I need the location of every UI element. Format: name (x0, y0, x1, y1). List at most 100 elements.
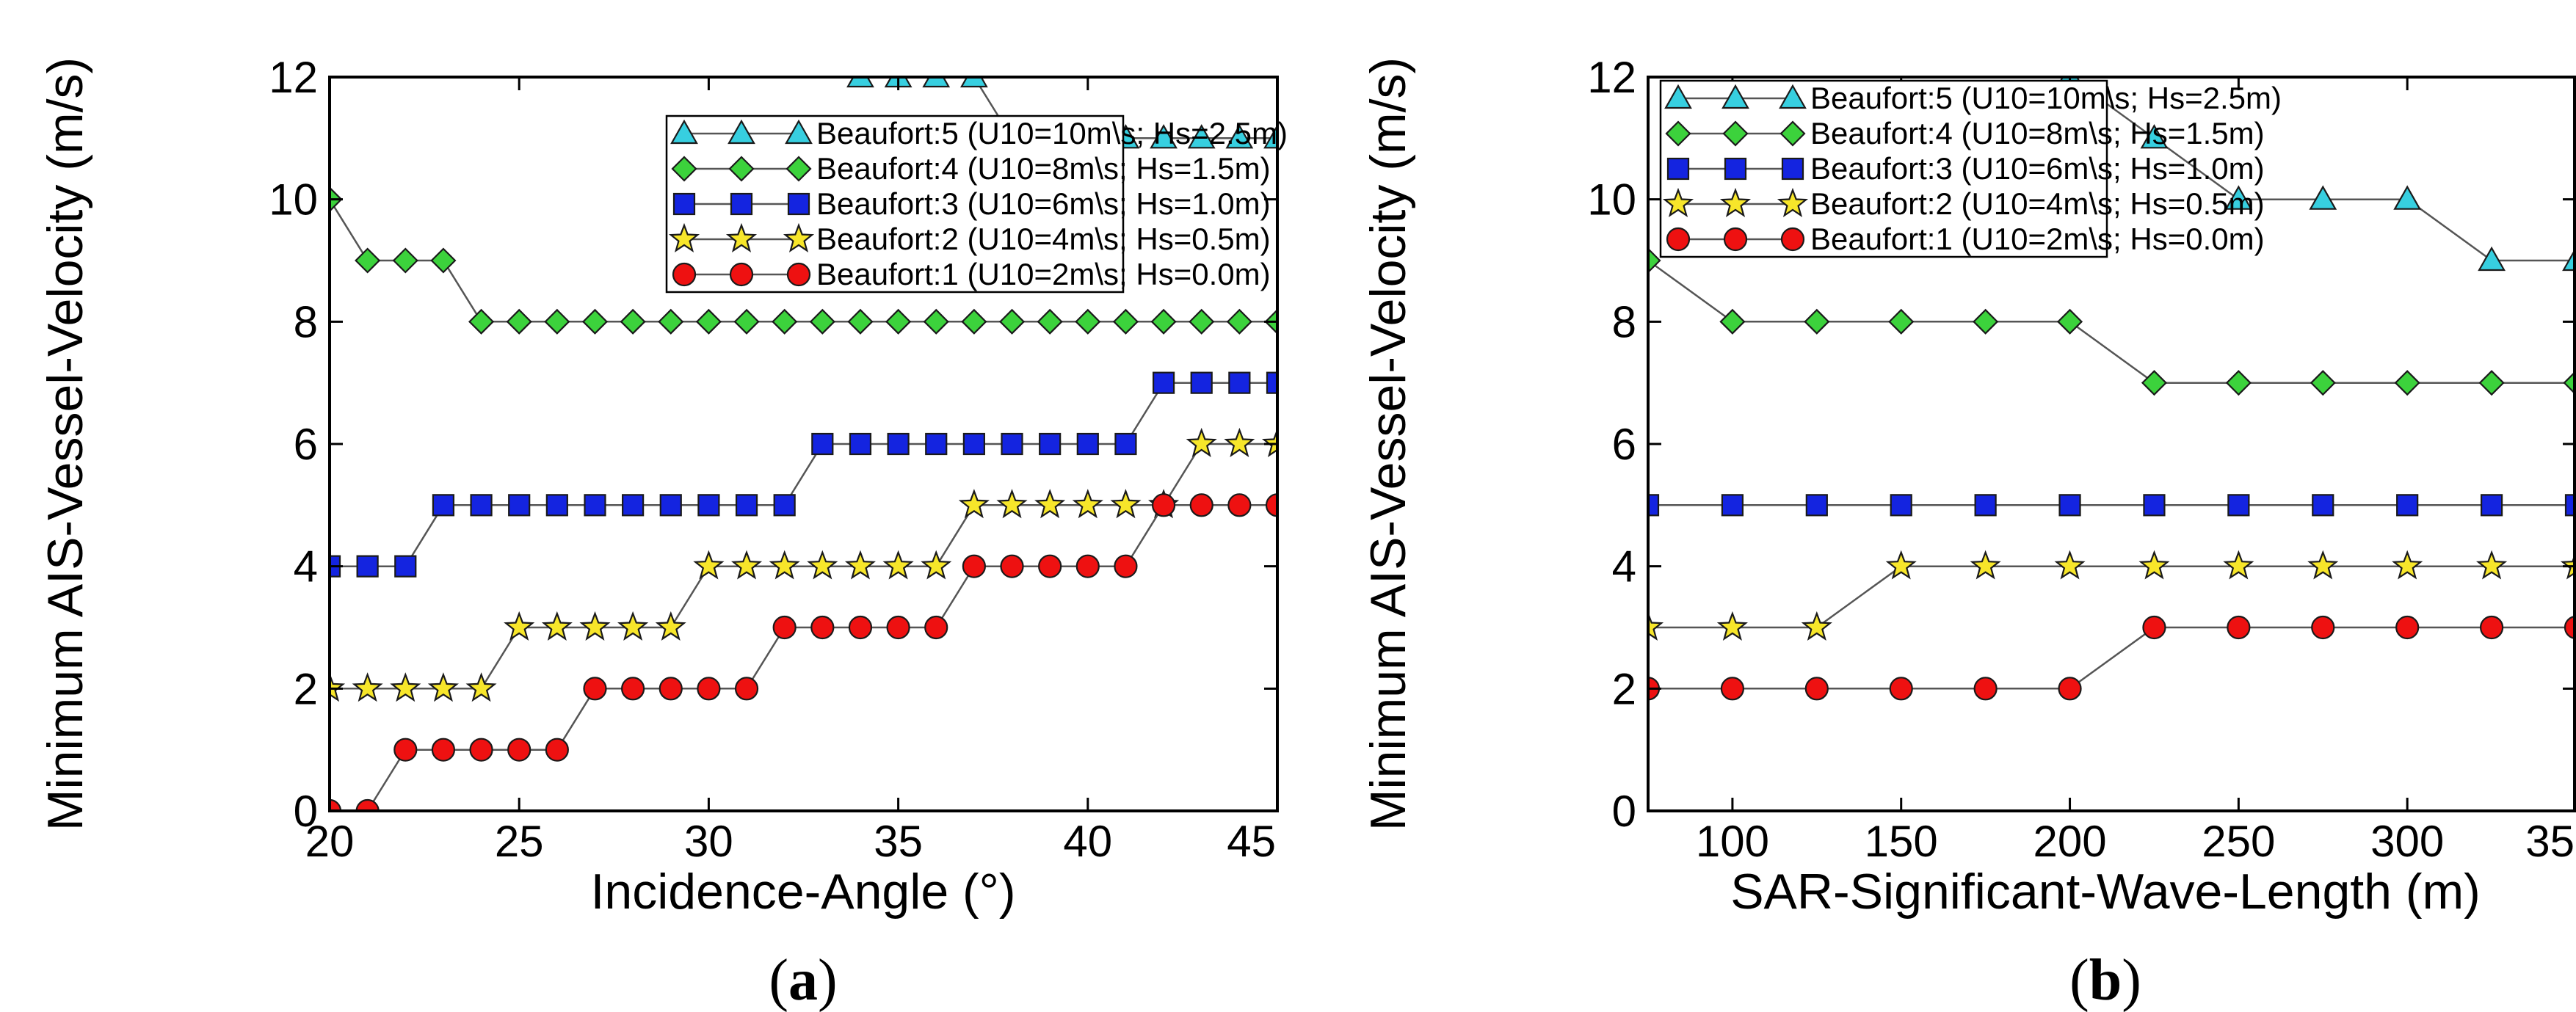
data-point-star-4 (769, 550, 800, 580)
data-point-star-4 (330, 672, 346, 702)
data-point-star-4 (844, 550, 876, 580)
legend-marker-star (1777, 187, 1809, 217)
data-point-star-4 (352, 672, 383, 702)
data-point-diamond-2 (809, 308, 835, 335)
data-point-circle-5 (1000, 554, 1024, 578)
legend-marker-square (1666, 157, 1690, 181)
data-point-diamond-2 (847, 308, 874, 335)
data-point-star-4 (693, 550, 725, 580)
data-point-square-3 (584, 494, 606, 517)
data-point-circle-5 (355, 798, 380, 811)
data-point-circle-5 (2142, 615, 2166, 640)
data-point-circle-5 (848, 615, 873, 640)
data-point-square-3 (697, 494, 720, 517)
legend-marker-triangle (1779, 84, 1807, 109)
data-point-circle-5 (1189, 493, 1213, 517)
data-point-star-4 (465, 672, 497, 702)
data-point-star-4 (2476, 550, 2508, 580)
data-point-diamond-2 (468, 308, 495, 335)
data-point-diamond-2 (1150, 308, 1177, 335)
legend-marker-diamond (1722, 120, 1749, 147)
y-tick-label: 12 (269, 53, 318, 102)
data-point-diamond-2 (2056, 308, 2083, 335)
legend-marker-star (668, 222, 700, 252)
data-point-circle-5 (2479, 615, 2504, 640)
x-axis-label: Incidence-Angle (°) (590, 864, 1015, 920)
data-point-circle-5 (545, 738, 569, 762)
data-point-circle-5 (621, 677, 645, 701)
y-axis-label: Minimum AIS-Vessel-Velocity (m/s) (37, 57, 93, 831)
x-tick-label: 35 (874, 817, 923, 866)
data-point-circle-5 (1227, 493, 1252, 517)
legend-entry-label: Beaufort:2 (U10=4m\s; Hs=0.5m) (1810, 186, 2265, 221)
legend-marker-square (1724, 157, 1747, 181)
legend-marker-triangle (1664, 84, 1692, 109)
panel-a: 20 25 30 35 40 45 0 2 4 6 8 10 12 Incidence-Angle (°… (37, 53, 1288, 1012)
data-point-square-3 (1228, 371, 1251, 394)
data-point-square-3 (2480, 494, 2503, 517)
data-point-triangle-1 (2393, 185, 2422, 210)
data-point-square-3 (1805, 494, 1828, 517)
data-point-circle-5 (1889, 677, 1913, 701)
data-point-star-4 (617, 611, 649, 641)
x-tick-label: 250 (2202, 817, 2275, 866)
y-tick-label: 2 (1612, 664, 1636, 713)
legend-marker-square (1781, 157, 1804, 181)
data-point-square-3 (1076, 432, 1099, 456)
data-point-square-3 (1114, 432, 1137, 456)
x-tick-label: 200 (2033, 817, 2106, 866)
data-point-diamond-2 (430, 247, 457, 274)
data-point-triangle-1 (2309, 185, 2337, 210)
data-point-circle-5 (962, 554, 986, 578)
x-tick-label: 30 (684, 817, 733, 866)
data-point-star-4 (1801, 611, 1832, 641)
data-point-star-4 (731, 550, 763, 580)
data-point-square-3 (356, 555, 379, 578)
data-point-square-3 (962, 432, 985, 456)
data-point-circle-5 (772, 615, 797, 640)
data-point-circle-5 (2058, 677, 2082, 701)
y-tick-label: 0 (1612, 787, 1636, 836)
data-point-star-4 (1110, 489, 1142, 519)
legend-marker-circle (1723, 227, 1748, 252)
data-point-circle-5 (2311, 615, 2335, 640)
legend-entry-label: Beaufort:1 (U10=2m\s; Hs=0.0m) (1810, 222, 2265, 256)
y-tick-label: 4 (294, 542, 318, 591)
panel-label-a: (a) (769, 948, 837, 1012)
legend-marker-diamond (786, 156, 812, 182)
data-point-triangle-1 (1187, 124, 1216, 149)
data-point-triangle-1 (1225, 124, 1254, 149)
data-point-star-4 (579, 611, 611, 641)
data-point-diamond-2 (1226, 308, 1252, 335)
legend-marker-square (672, 192, 696, 216)
data-point-circle-5 (469, 738, 493, 762)
legend-entry-label: Beaufort:2 (U10=4m\s; Hs=0.5m) (816, 222, 1271, 256)
data-point-square-3 (1974, 494, 1997, 517)
legend-marker-triangle (728, 119, 755, 145)
data-point-square-3 (2227, 494, 2250, 517)
legend-entry-label: Beaufort:4 (U10=8m\s; Hs=1.5m) (816, 151, 1271, 186)
data-point-circle-5 (2395, 615, 2420, 640)
data-point-diamond-2 (544, 308, 570, 335)
data-point-diamond-2 (1648, 247, 1661, 274)
legend-marker-triangle (1721, 84, 1749, 109)
data-point-square-3 (545, 494, 568, 517)
data-point-star-4 (2307, 550, 2339, 580)
y-axis-label: Minimum AIS-Vessel-Velocity (m/s) (1360, 57, 1416, 831)
data-point-star-4 (2560, 550, 2576, 580)
legend-marker-triangle (785, 119, 813, 145)
data-point-star-4 (390, 672, 421, 702)
legend-marker-circle (786, 262, 811, 287)
legend-marker-star (1719, 187, 1752, 217)
data-point-diamond-2 (506, 308, 532, 335)
legend: Beaufort:5 (U10=10m\s; Hs=2.5m)Beaufort:… (1659, 79, 2282, 258)
data-point-diamond-2 (1037, 308, 1063, 335)
data-point-square-3 (2396, 494, 2419, 517)
data-point-diamond-2 (1112, 308, 1139, 335)
y-tick-label: 8 (294, 297, 318, 346)
legend-marker-circle (672, 262, 697, 287)
legend-marker-diamond (671, 156, 697, 182)
data-point-star-4 (2054, 550, 2086, 580)
